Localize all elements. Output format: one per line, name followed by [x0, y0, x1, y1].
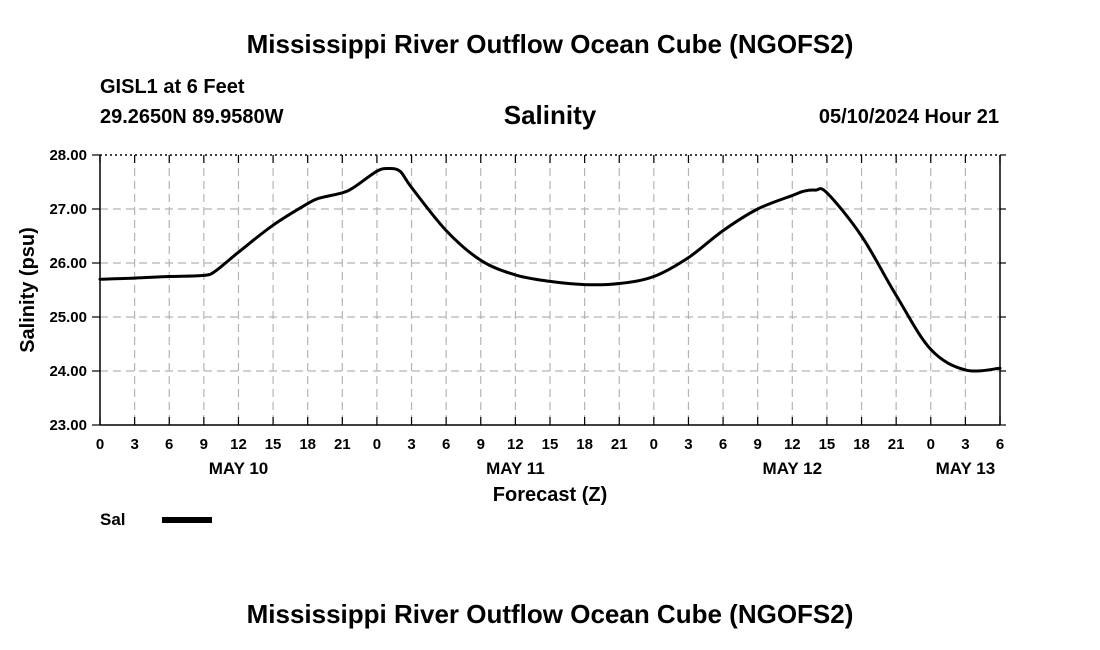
footer-title: Mississippi River Outflow Ocean Cube (NG… — [246, 599, 854, 629]
x-tick-label: 12 — [230, 436, 247, 453]
y-tick-label: 23.00 — [49, 417, 87, 434]
x-tick-label: 9 — [477, 436, 485, 453]
x-tick-label: 0 — [927, 436, 935, 453]
forecast-datetime: 05/10/2024 Hour 21 — [818, 106, 999, 128]
x-axis-label: Forecast (Z) — [493, 484, 607, 506]
x-day-label: MAY 12 — [763, 459, 823, 478]
x-tick-label: 6 — [442, 436, 450, 453]
x-tick-label: 3 — [407, 436, 415, 453]
x-tick-label: 21 — [611, 436, 628, 453]
x-tick-label: 6 — [719, 436, 727, 453]
page-title: Mississippi River Outflow Ocean Cube (NG… — [246, 29, 854, 59]
y-tick-label: 28.00 — [49, 147, 87, 164]
y-tick-label: 27.00 — [49, 201, 87, 218]
y-axis-label: Salinity (psu) — [17, 227, 39, 353]
x-tick-label: 18 — [853, 436, 870, 453]
x-day-label: MAY 13 — [936, 459, 996, 478]
station-coordinates: 29.2650N 89.9580W — [100, 106, 284, 128]
station-label: GISL1 at 6 Feet — [100, 76, 245, 98]
x-tick-label: 0 — [373, 436, 381, 453]
x-tick-label: 3 — [684, 436, 692, 453]
x-day-label: MAY 10 — [209, 459, 269, 478]
x-tick-label: 15 — [542, 436, 559, 453]
x-tick-label: 21 — [888, 436, 905, 453]
x-tick-label: 3 — [961, 436, 969, 453]
series-line-sal — [98, 166, 1002, 373]
x-tick-label: 9 — [200, 436, 208, 453]
legend-label: Sal — [100, 510, 126, 529]
x-tick-label: 15 — [265, 436, 282, 453]
x-tick-label: 3 — [130, 436, 138, 453]
x-tick-label: 21 — [334, 436, 351, 453]
x-tick-label: 12 — [507, 436, 524, 453]
y-tick-label: 25.00 — [49, 309, 87, 326]
y-tick-label: 26.00 — [49, 255, 87, 272]
x-tick-label: 18 — [576, 436, 593, 453]
x-tick-label: 6 — [165, 436, 173, 453]
x-tick-label: 6 — [996, 436, 1004, 453]
x-tick-label: 18 — [299, 436, 316, 453]
x-tick-label: 15 — [819, 436, 836, 453]
y-tick-label: 24.00 — [49, 363, 87, 380]
x-tick-label: 12 — [784, 436, 801, 453]
x-tick-label: 9 — [754, 436, 762, 453]
x-day-label: MAY 11 — [486, 459, 545, 478]
chart-title: Salinity — [503, 100, 597, 130]
legend-line-swatch — [162, 517, 212, 523]
x-tick-label: 0 — [650, 436, 658, 453]
x-tick-label: 0 — [96, 436, 104, 453]
